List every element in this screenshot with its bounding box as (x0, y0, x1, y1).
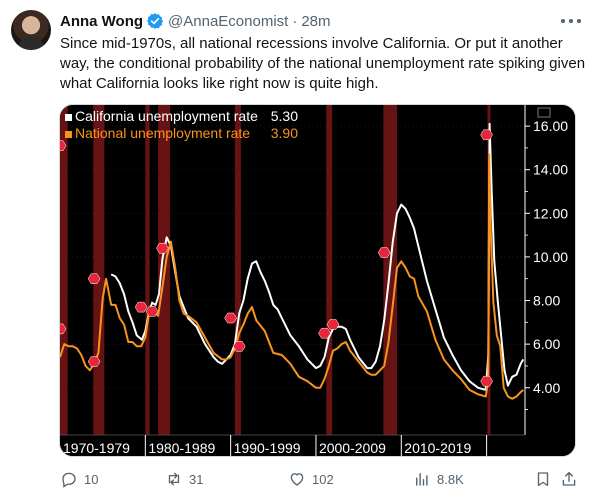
more-icon[interactable] (561, 12, 581, 30)
recession-marker-2 (87, 273, 101, 284)
share-button[interactable] (560, 468, 584, 490)
retweet-count: 31 (189, 471, 204, 487)
x-period-label-3: 2000-2009 (319, 440, 386, 456)
chart-options-icon (537, 107, 551, 118)
legend-label-0: California unemployment rate (75, 108, 258, 124)
recession-marker-3 (87, 356, 101, 367)
recession-marker-4 (134, 301, 148, 313)
recession-marker-10 (326, 319, 340, 330)
author-handle[interactable]: @AnnaEconomist (168, 12, 289, 30)
legend-label-1: National unemployment rate (75, 125, 250, 141)
reply-count: 10 (84, 471, 99, 487)
views-count: 8.8K (437, 471, 464, 487)
share-icon (562, 471, 576, 486)
reply-button[interactable]: 10 (60, 468, 98, 490)
reply-icon (62, 472, 76, 488)
bookmark-icon (537, 472, 549, 487)
verified-badge-icon (146, 13, 164, 29)
tweet-text: Since mid-1970s, all national recessions… (60, 35, 586, 92)
recession-marker-11 (377, 247, 391, 258)
recession-marker-5 (145, 306, 159, 317)
recession-marker-12 (480, 129, 493, 141)
separator-dot: · (292, 12, 298, 30)
y-tick-label-2: 8.00 (533, 293, 560, 309)
y-tick-label-3: 10.00 (533, 249, 568, 265)
x-period-label-2: 1990-1999 (234, 440, 301, 456)
recession-band-0 (60, 105, 68, 435)
y-tick-label-0: 4.00 (533, 380, 560, 396)
x-period-label-4: 2010-2019 (404, 440, 471, 456)
recession-band-1 (93, 105, 105, 435)
recession-band-5 (326, 105, 333, 435)
views-icon (416, 473, 428, 486)
like-button[interactable]: 102 (288, 468, 334, 490)
recession-marker-7 (224, 312, 237, 324)
y-tick-label-6: 16.00 (533, 118, 568, 134)
retweet-icon (168, 472, 180, 486)
recession-marker-13 (480, 375, 493, 387)
national-series-line (60, 153, 524, 400)
author-name[interactable]: Anna Wong (60, 12, 144, 30)
recession-band-4 (234, 105, 241, 435)
x-period-label-1: 1980-1989 (148, 440, 215, 456)
views-button[interactable]: 8.8K (413, 468, 464, 490)
legend-value-0: 5.30 (271, 108, 298, 124)
chart-image[interactable]: 4.00 6.00 8.00 10.00 12.00 14.00 16.00 Califor… (59, 104, 576, 457)
y-tick-label-5: 14.00 (533, 162, 568, 178)
bookmark-button[interactable] (534, 468, 558, 490)
recession-marker-1 (60, 323, 67, 335)
legend-value-1: 3.90 (271, 125, 298, 141)
avatar[interactable] (11, 10, 51, 50)
like-count: 102 (312, 471, 334, 487)
legend-swatch-1 (65, 131, 72, 138)
x-period-label-0: 1970-1979 (63, 440, 130, 456)
action-bar: 10 31 102 8.8K (60, 468, 580, 490)
like-icon (290, 473, 304, 486)
tweet-header: Anna Wong @AnnaEconomist · 28m (60, 11, 331, 31)
recession-marker-8 (232, 341, 246, 352)
recession-marker-9 (318, 327, 331, 339)
recession-marker-0 (60, 140, 67, 151)
y-tick-label-4: 12.00 (533, 205, 568, 221)
y-tick-label-1: 6.00 (533, 336, 560, 352)
california-series-line (110, 122, 525, 391)
recession-band-2 (145, 105, 150, 435)
recession-marker-6 (156, 242, 169, 254)
unemployment-chart: 4.00 6.00 8.00 10.00 12.00 14.00 16.00 Califor… (60, 105, 575, 456)
legend-swatch-0 (65, 114, 72, 121)
tweet-time[interactable]: 28m (301, 12, 331, 30)
retweet-button[interactable]: 31 (165, 468, 203, 490)
